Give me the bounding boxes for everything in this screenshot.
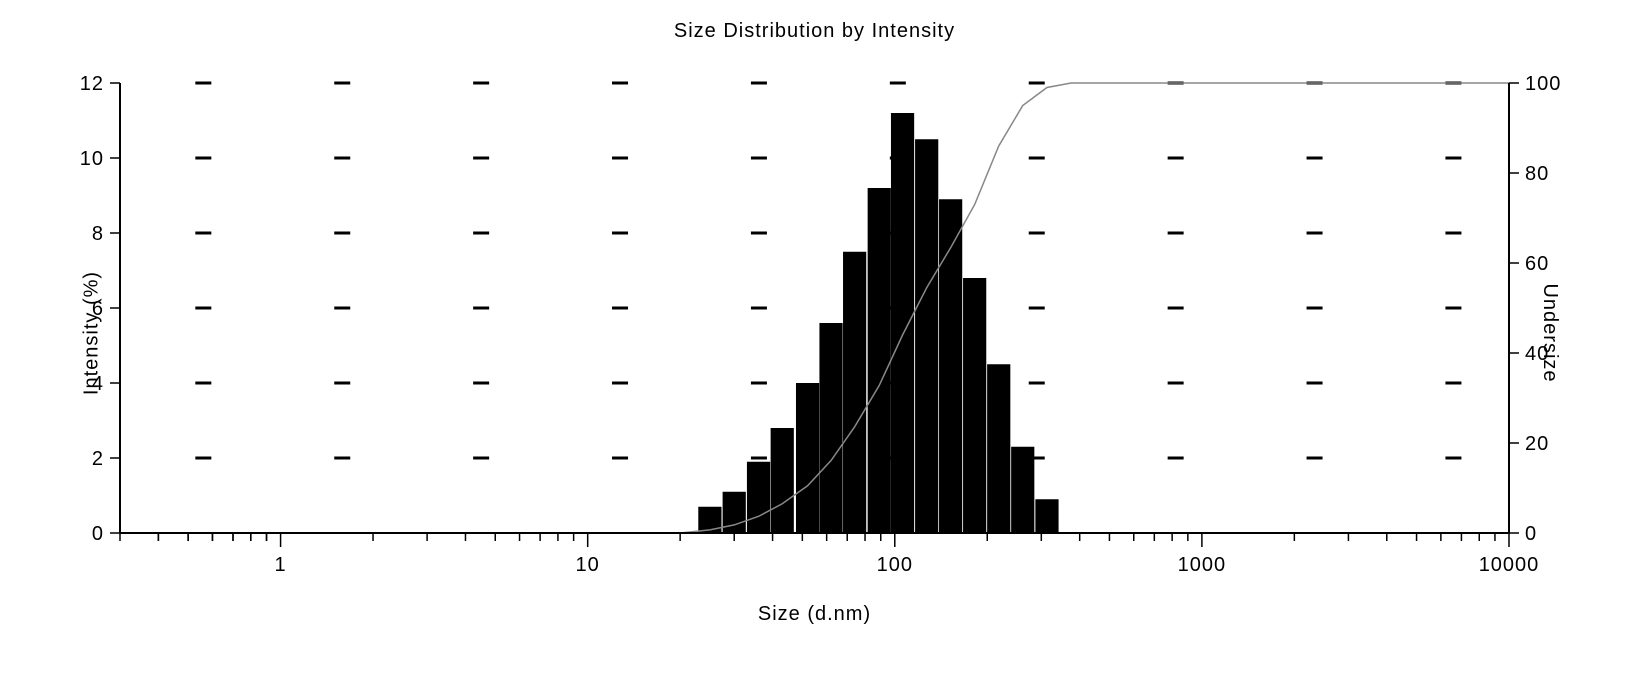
bar <box>1011 447 1034 533</box>
bar <box>747 462 770 533</box>
y1-tick-label: 10 <box>80 148 104 170</box>
bar <box>796 383 819 533</box>
y2-tick-label: 100 <box>1525 73 1561 95</box>
y1-tick-label: 8 <box>92 223 104 245</box>
chart-svg: 024681012020406080100110100100010000 <box>20 73 1609 593</box>
y2-tick-label: 60 <box>1525 253 1549 275</box>
bar <box>987 364 1010 533</box>
bar <box>771 428 794 533</box>
x-tick-label: 10 <box>576 554 600 576</box>
y1-axis-label: Intensity (%) <box>81 271 104 395</box>
y2-tick-label: 80 <box>1525 163 1549 185</box>
chart-container: Size Distribution by Intensity Intensity… <box>20 20 1609 664</box>
x-tick-label: 100 <box>877 554 913 576</box>
x-tick-label: 1000 <box>1178 554 1227 576</box>
x-tick-label: 1 <box>275 554 287 576</box>
bar <box>819 323 842 533</box>
y1-tick-label: 0 <box>92 523 104 545</box>
y1-tick-label: 12 <box>80 73 104 95</box>
bar <box>915 139 938 533</box>
bar <box>868 188 891 533</box>
y1-tick-label: 2 <box>92 448 104 470</box>
bar <box>698 507 721 533</box>
y2-tick-label: 0 <box>1525 523 1537 545</box>
bar <box>1035 499 1058 533</box>
bar <box>939 199 962 533</box>
bar <box>891 113 914 533</box>
y2-axis-label: Undersize <box>1538 283 1561 382</box>
bar <box>963 278 986 533</box>
plot-area: Intensity (%) Undersize 0246810120204060… <box>20 73 1609 593</box>
bar <box>843 252 866 533</box>
x-axis-label: Size (d.nm) <box>20 603 1609 626</box>
x-tick-label: 10000 <box>1479 554 1540 576</box>
y2-tick-label: 20 <box>1525 433 1549 455</box>
chart-title: Size Distribution by Intensity <box>20 20 1609 43</box>
